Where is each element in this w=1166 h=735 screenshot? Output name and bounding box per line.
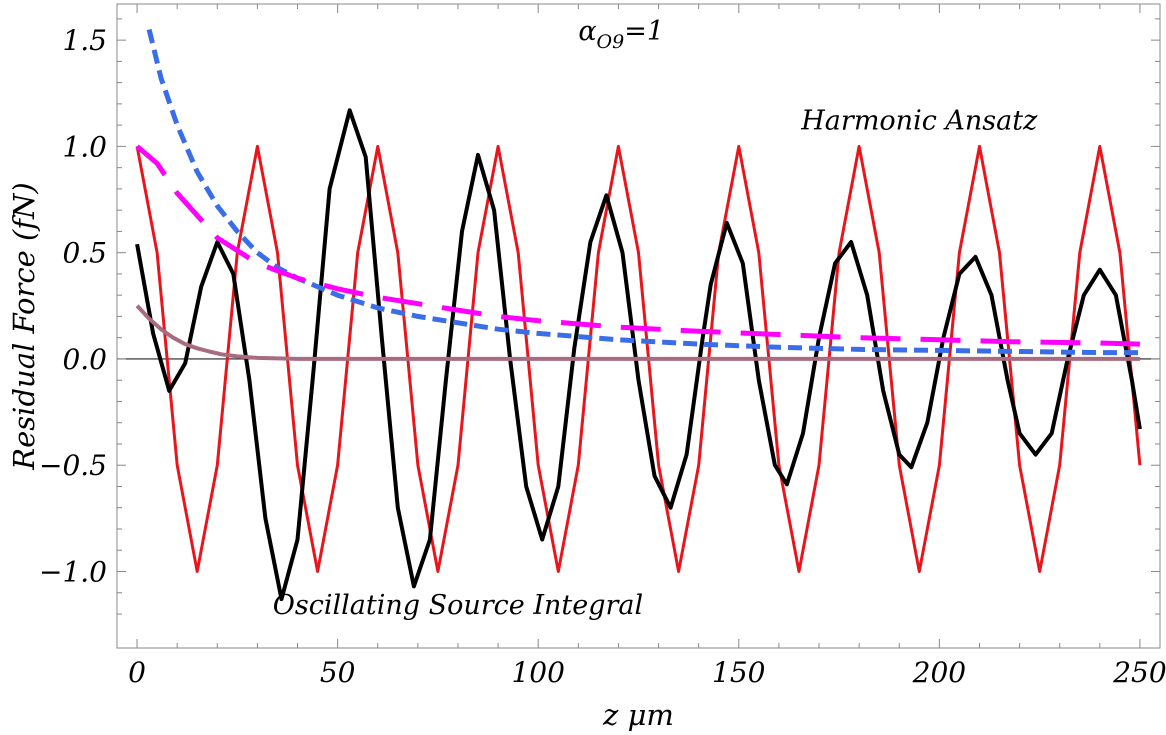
plot-frame	[116, 3, 1161, 649]
x-tick-label: 200	[912, 656, 966, 689]
annotation-2: Oscillating Source Integral	[273, 590, 643, 621]
series-line-2	[135, 108, 1142, 602]
alpha-label: αO9=1	[578, 16, 664, 53]
x-tick-label: 250	[1112, 656, 1166, 689]
plot-border	[116, 3, 1161, 649]
x-tick-label: 50	[320, 656, 356, 689]
y-tick-label: 1.0	[62, 130, 107, 163]
x-tick-label: 0	[128, 656, 146, 689]
labels: 0 50 100 150 200 250 −1.0 −0.5 0.0 0.5 1.0 1.5 z μm R…	[7, 16, 1166, 732]
series-line-1	[135, 144, 1142, 573]
x-tick-label: 150	[712, 656, 765, 689]
series-layer	[135, 28, 1142, 602]
series-line-3	[146, 28, 1140, 356]
y-tick-label: −1.0	[39, 555, 107, 588]
x-tick-label: 100	[511, 656, 564, 689]
series-line-4	[135, 144, 1140, 347]
annotation-1: Harmonic Ansatz	[800, 105, 1038, 136]
y-tick-label: −0.5	[39, 449, 107, 482]
series-line-5	[135, 304, 1140, 361]
y-axis-title: Residual Force (fN)	[7, 182, 41, 470]
x-axis-title: z μm	[602, 698, 674, 732]
y-tick-label: 1.5	[62, 24, 107, 57]
y-tick-label: 0.0	[62, 343, 107, 376]
y-tick-label: 0.5	[62, 237, 107, 270]
